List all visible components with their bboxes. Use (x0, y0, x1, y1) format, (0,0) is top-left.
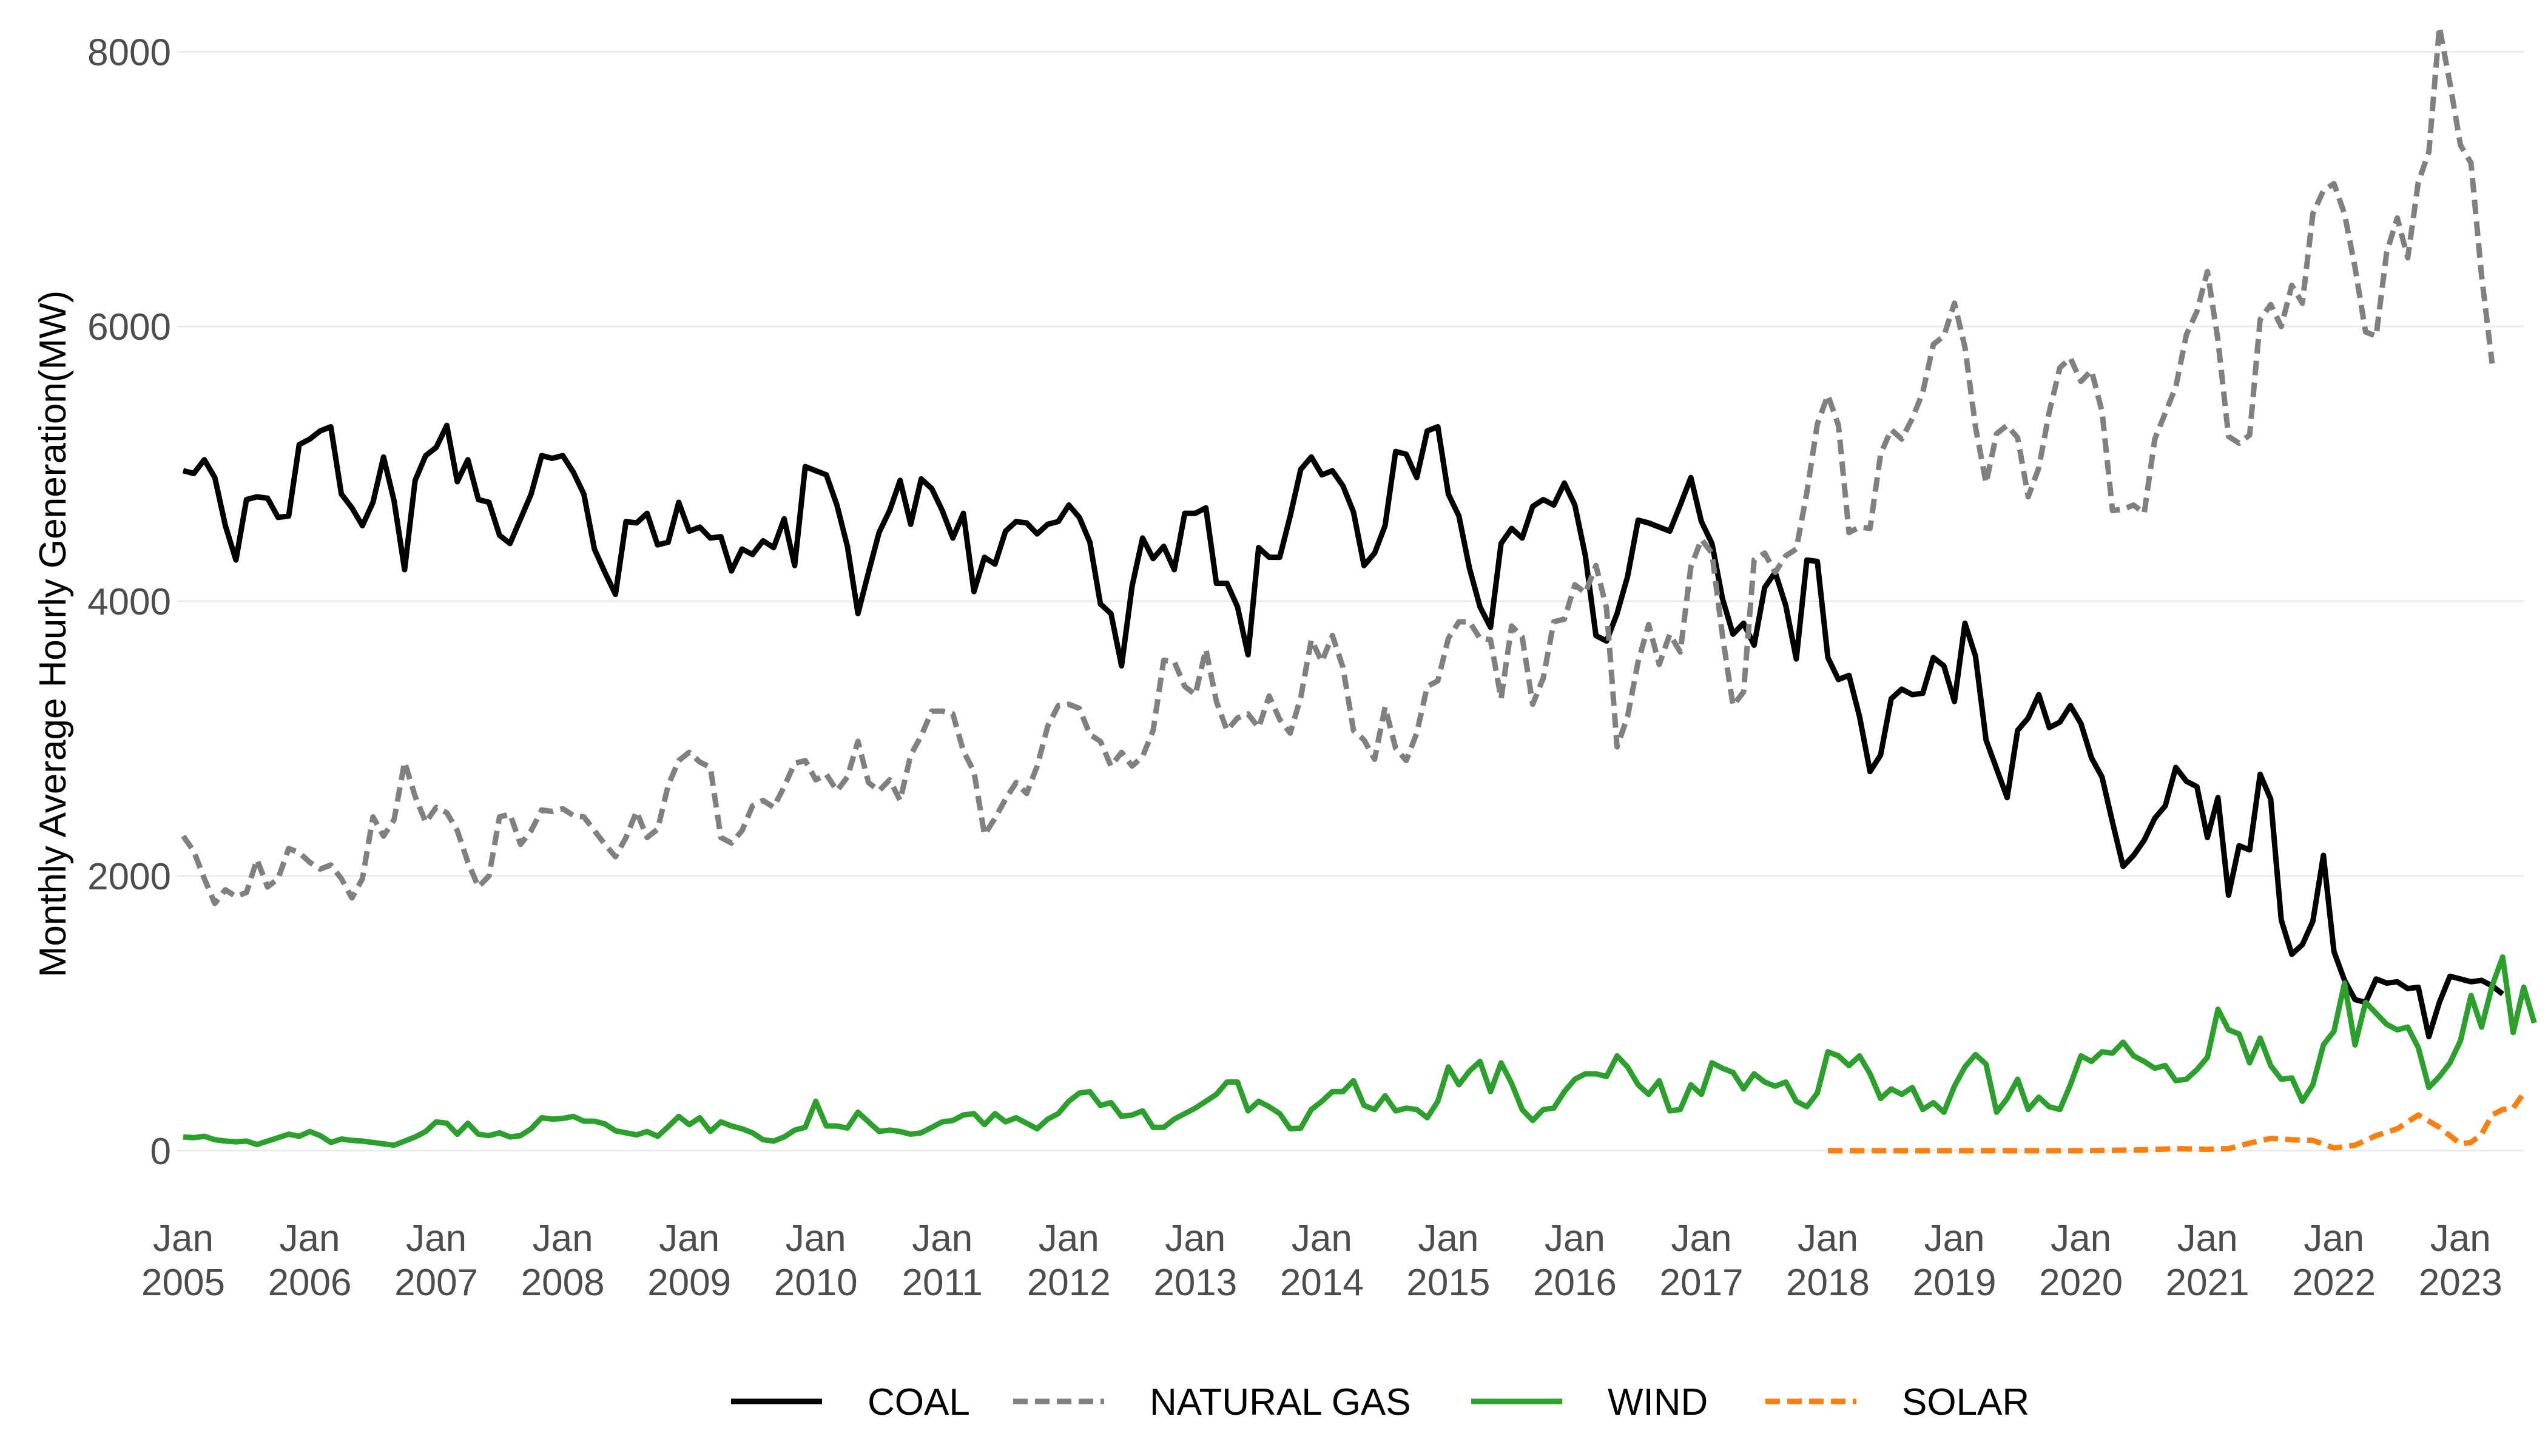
x-tick-year: 2019 (1913, 1262, 1997, 1304)
x-tick-year: 2015 (1406, 1262, 1490, 1304)
x-axis-tick-labels: Jan2005Jan2006Jan2007Jan2008Jan2009Jan20… (141, 1218, 2502, 1304)
legend-item: NATURAL GAS (1013, 1381, 1411, 1423)
x-tick-year: 2017 (1660, 1262, 1744, 1304)
x-tick-month: Jan (1418, 1218, 1478, 1259)
x-tick-month: Jan (406, 1218, 467, 1259)
x-tick-month: Jan (153, 1218, 214, 1259)
x-tick-year: 2010 (774, 1262, 858, 1304)
x-tick-year: 2021 (2166, 1262, 2250, 1304)
x-tick-month: Jan (786, 1218, 846, 1259)
x-tick-month: Jan (2430, 1218, 2491, 1259)
x-tick-year: 2006 (268, 1262, 352, 1304)
y-axis-title: Monthly Average Hourly Generation(MW) (32, 291, 74, 978)
legend-label: COAL (868, 1381, 970, 1423)
x-tick-year: 2005 (141, 1262, 225, 1304)
x-tick-month: Jan (912, 1218, 972, 1259)
x-tick-year: 2012 (1027, 1262, 1111, 1304)
x-tick-month: Jan (1292, 1218, 1352, 1259)
x-tick-year: 2018 (1786, 1262, 1870, 1304)
x-tick-year: 2014 (1280, 1262, 1364, 1304)
x-tick-month: Jan (1671, 1218, 1732, 1259)
x-tick-year: 2009 (647, 1262, 731, 1304)
y-tick-label: 2000 (87, 856, 171, 898)
legend-item: WIND (1471, 1381, 1708, 1423)
x-tick-year: 2016 (1533, 1262, 1617, 1304)
legend-item: SOLAR (1765, 1381, 2029, 1423)
series-line-coal (182, 422, 2504, 1040)
series-line-solar (1828, 1091, 2526, 1154)
x-tick-year: 2007 (394, 1262, 478, 1304)
series-line-natural-gas (181, 24, 2495, 906)
y-axis-tick-labels: 0 2000 4000 6000 8000 (87, 32, 171, 1172)
legend-label: SOLAR (1902, 1381, 2029, 1423)
y-tick-label: 0 (150, 1131, 171, 1173)
x-tick-month: Jan (280, 1218, 340, 1259)
series-line-wind (183, 954, 2537, 1148)
x-tick-year: 2008 (521, 1262, 605, 1304)
x-tick-year: 2020 (2039, 1262, 2123, 1304)
x-tick-year: 2022 (2292, 1262, 2376, 1304)
gridlines (177, 50, 2524, 1152)
x-tick-month: Jan (2304, 1218, 2364, 1259)
series-lines (181, 24, 2537, 1154)
x-tick-month: Jan (2177, 1218, 2238, 1259)
x-tick-year: 2013 (1153, 1262, 1237, 1304)
x-tick-year: 2011 (902, 1262, 983, 1304)
y-tick-label: 6000 (87, 306, 171, 348)
x-tick-year: 2023 (2419, 1262, 2502, 1304)
x-tick-month: Jan (659, 1218, 720, 1259)
x-tick-month: Jan (1798, 1218, 1858, 1259)
x-tick-month: Jan (533, 1218, 593, 1259)
x-tick-month: Jan (1924, 1218, 1985, 1259)
legend-label: NATURAL GAS (1150, 1381, 1411, 1423)
x-tick-month: Jan (1039, 1218, 1099, 1259)
x-tick-month: Jan (1545, 1218, 1605, 1259)
legend-item: COAL (731, 1381, 970, 1423)
y-tick-label: 4000 (87, 581, 171, 623)
legend-label: WIND (1608, 1381, 1708, 1423)
legend: COAL NATURAL GAS WIND SOLAR (731, 1381, 2029, 1423)
y-tick-label: 8000 (87, 32, 171, 73)
x-tick-month: Jan (1165, 1218, 1225, 1259)
x-tick-month: Jan (2051, 1218, 2111, 1259)
